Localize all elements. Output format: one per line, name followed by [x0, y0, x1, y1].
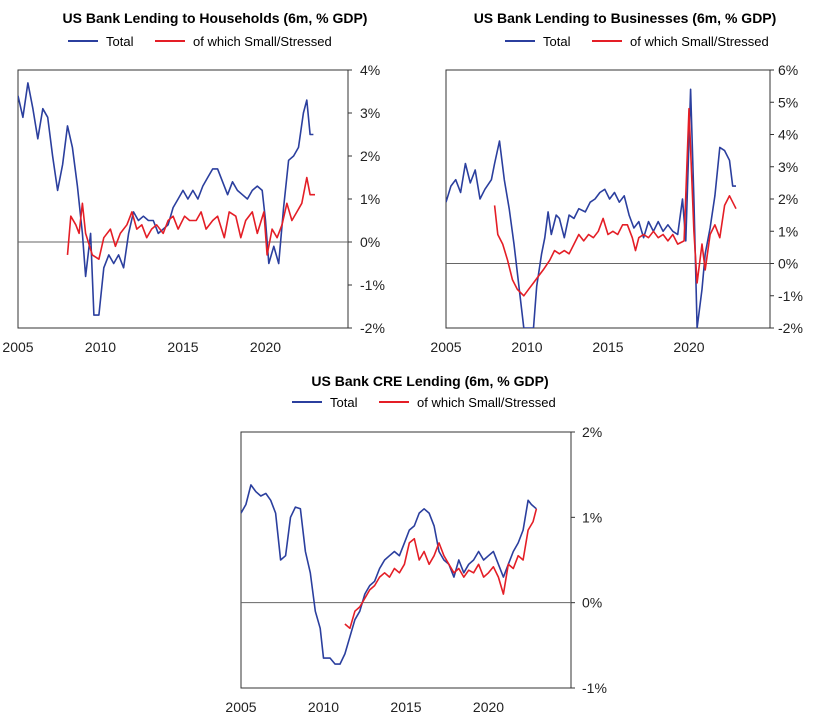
x-tick-label: 2010	[308, 699, 339, 715]
chart-businesses: US Bank Lending to Businesses (6m, % GDP…	[430, 10, 802, 355]
y-tick-label: 2%	[360, 148, 380, 164]
y-tick-label: 4%	[778, 127, 798, 143]
chart-households: US Bank Lending to Households (6m, % GDP…	[2, 10, 384, 355]
y-tick-label: 1%	[360, 191, 380, 207]
x-tick-label: 2020	[673, 339, 704, 355]
x-tick-label: 2015	[592, 339, 623, 355]
series-small-stressed-line	[66, 176, 315, 261]
series-small-stressed-line	[493, 107, 737, 297]
plot-frame	[240, 431, 572, 689]
x-tick-label: 2010	[511, 339, 542, 355]
x-tick-label: 2020	[250, 339, 281, 355]
x-tick-label: 2005	[2, 339, 33, 355]
plot-frame	[445, 69, 771, 329]
y-tick-label: 6%	[778, 62, 798, 78]
plot-frame	[17, 69, 349, 329]
y-tick-label: 0%	[360, 234, 380, 250]
y-tick-label: 2%	[778, 191, 798, 207]
y-tick-label: -2%	[360, 320, 385, 336]
y-tick-label: 1%	[778, 223, 798, 239]
chart-title: US Bank Lending to Businesses (6m, % GDP…	[474, 10, 777, 26]
y-tick-label: 4%	[360, 62, 380, 78]
y-tick-label: 0%	[778, 256, 798, 272]
y-tick-label: -1%	[360, 277, 385, 293]
y-tick-label: 3%	[778, 159, 798, 175]
x-tick-label: 2015	[390, 699, 421, 715]
y-tick-label: -2%	[778, 320, 803, 336]
y-tick-label: 5%	[778, 94, 798, 110]
y-tick-label: 0%	[582, 595, 602, 611]
legend-label-small: of which Small/Stressed	[193, 34, 332, 49]
series-total-line	[446, 88, 736, 328]
x-tick-label: 2005	[225, 699, 256, 715]
series-total-line	[18, 82, 314, 316]
x-tick-label: 2010	[85, 339, 116, 355]
y-tick-label: -1%	[778, 288, 803, 304]
y-tick-label: 1%	[582, 509, 602, 525]
y-tick-label: -1%	[582, 680, 607, 696]
y-tick-label: 2%	[582, 424, 602, 440]
x-tick-label: 2020	[473, 699, 504, 715]
chart-cre: US Bank CRE Lending (6m, % GDP) Total of…	[225, 373, 606, 715]
series-small-stressed-line	[344, 508, 538, 630]
chart-title: US Bank Lending to Households (6m, % GDP…	[63, 10, 368, 26]
legend-label-total: Total	[106, 34, 134, 49]
legend-label-small: of which Small/Stressed	[417, 395, 556, 410]
y-tick-label: 3%	[360, 105, 380, 121]
legend-label-small: of which Small/Stressed	[630, 34, 769, 49]
x-tick-label: 2005	[430, 339, 461, 355]
legend-label-total: Total	[330, 395, 358, 410]
chart-title: US Bank CRE Lending (6m, % GDP)	[311, 373, 548, 389]
legend-label-total: Total	[543, 34, 571, 49]
series-total-line	[241, 484, 537, 665]
x-tick-label: 2015	[167, 339, 198, 355]
